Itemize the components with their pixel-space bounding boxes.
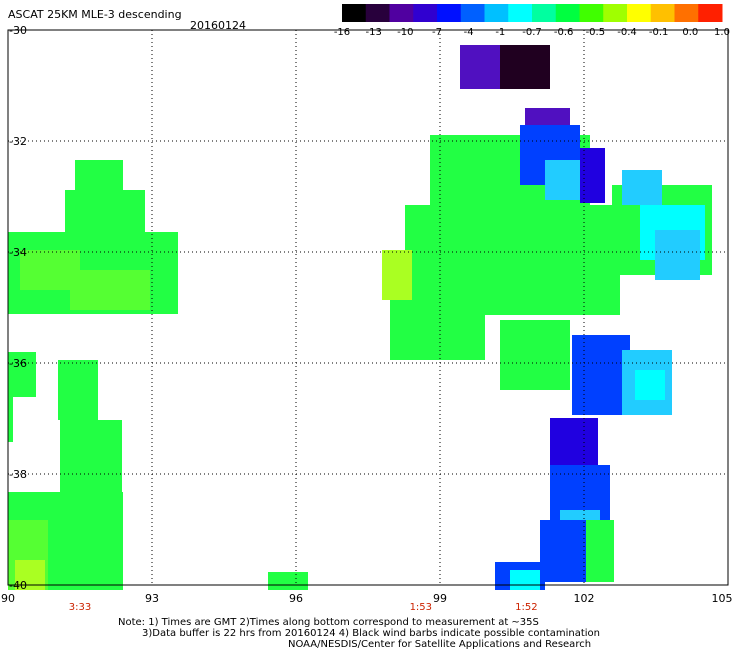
colorbar-label: -1 xyxy=(495,27,505,38)
lat-label: -32 xyxy=(9,135,27,148)
lon-label: 90 xyxy=(1,592,15,605)
colorbar-label: -7 xyxy=(432,27,442,38)
lat-label: -30 xyxy=(9,24,27,37)
wind-cell xyxy=(622,170,662,205)
time-label: 1:52 xyxy=(515,602,537,613)
map-date: 20160124 xyxy=(190,19,246,32)
wind-cell xyxy=(572,335,630,415)
lon-label: 99 xyxy=(433,592,447,605)
wind-cell xyxy=(8,352,36,397)
wind-cell xyxy=(635,370,665,400)
wind-cell xyxy=(500,45,550,89)
wind-cell xyxy=(390,300,485,360)
wind-cell xyxy=(586,520,614,582)
wind-cell xyxy=(545,160,585,200)
time-label: 1:53 xyxy=(410,602,432,613)
colorbar-swatch xyxy=(484,4,509,22)
colorbar-label: -10 xyxy=(397,27,413,38)
colorbar-label: 1.0 xyxy=(714,27,730,38)
colorbar: -16 -13 -10 -7 -4 -1 -0.7 -0.6 -0.5 -0.4 -0.1 0.0 1.… xyxy=(334,4,730,38)
wind-cell xyxy=(8,397,13,442)
wind-cell xyxy=(655,230,700,280)
lat-label: -34 xyxy=(9,246,27,259)
colorbar-swatch xyxy=(627,4,652,22)
colorbar-label: -0.6 xyxy=(554,27,574,38)
colorbar-swatch xyxy=(365,4,390,22)
colorbar-swatch xyxy=(579,4,604,22)
lon-label: 102 xyxy=(574,592,595,605)
colorbar-label: -0.1 xyxy=(649,27,669,38)
wind-cell xyxy=(405,205,620,315)
lat-label: -36 xyxy=(9,357,27,370)
wind-cell xyxy=(65,190,145,240)
lat-label: -38 xyxy=(9,468,27,481)
colorbar-label: -0.5 xyxy=(586,27,606,38)
colorbar-swatch xyxy=(342,4,367,22)
colorbar-swatch xyxy=(508,4,533,22)
wind-cell xyxy=(70,270,150,310)
colorbar-swatch xyxy=(460,4,485,22)
wind-cell xyxy=(58,360,98,420)
data-layer xyxy=(8,45,712,590)
wind-cell xyxy=(382,250,412,300)
colorbar-label: 0.0 xyxy=(682,27,698,38)
lat-label: -40 xyxy=(9,579,27,592)
map-title: ASCAT 25KM MLE-3 descending xyxy=(8,8,182,21)
note-line-3: NOAA/NESDIS/Center for Satellite Applica… xyxy=(288,639,592,650)
wind-cell xyxy=(460,45,500,89)
lon-label: 96 xyxy=(289,592,303,605)
colorbar-swatch xyxy=(437,4,462,22)
colorbar-label: -13 xyxy=(365,27,381,38)
colorbar-swatch xyxy=(532,4,557,22)
colorbar-swatch xyxy=(674,4,699,22)
colorbar-label: -0.7 xyxy=(522,27,542,38)
colorbar-swatch xyxy=(603,4,628,22)
wind-cell xyxy=(580,148,605,203)
colorbar-label: -4 xyxy=(464,27,474,38)
lon-label: 93 xyxy=(145,592,159,605)
colorbar-swatch xyxy=(413,4,438,22)
wind-cell xyxy=(500,320,570,390)
colorbar-swatch xyxy=(389,4,414,22)
colorbar-label: -0.4 xyxy=(617,27,637,38)
lon-label: 105 xyxy=(712,592,733,605)
note-line-2: 3)Data buffer is 22 hrs from 20160124 4)… xyxy=(142,628,600,639)
colorbar-swatch xyxy=(650,4,675,22)
note-line-1: Note: 1) Times are GMT 2)Times along bot… xyxy=(118,617,539,628)
wind-cell xyxy=(510,570,540,590)
wind-cell xyxy=(268,572,308,590)
time-label: 3:33 xyxy=(69,602,91,613)
colorbar-swatch xyxy=(555,4,580,22)
colorbar-label: -16 xyxy=(334,27,350,38)
plot-frame xyxy=(7,29,729,586)
colorbar-swatch xyxy=(698,4,723,22)
